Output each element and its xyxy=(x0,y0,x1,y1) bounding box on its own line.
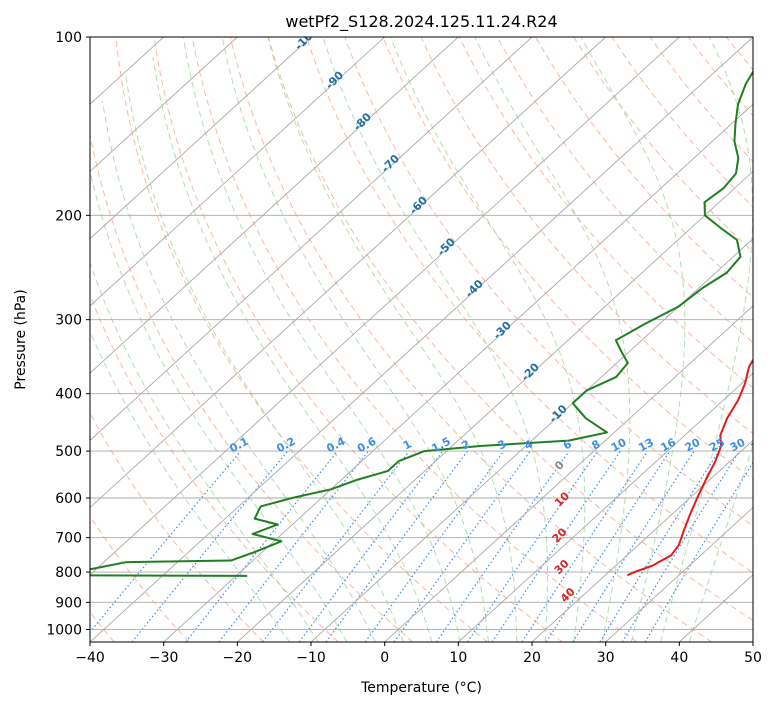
isotherm-line xyxy=(237,170,753,642)
isotherm-line xyxy=(90,37,533,441)
y-tick-label: 300 xyxy=(55,313,82,329)
moist-adiabat-line xyxy=(90,168,348,642)
plot-frame xyxy=(89,36,754,643)
mixing-ratio-line xyxy=(467,450,599,642)
moist-adiabat-line xyxy=(90,329,291,642)
mixing-ratio-label: 10 xyxy=(609,436,629,455)
isotherm-line xyxy=(163,103,753,642)
moist-adiabat-line xyxy=(390,37,586,642)
series-layer xyxy=(90,70,753,577)
moist-adiabat-line xyxy=(267,37,518,642)
dry-adiabat-line xyxy=(306,37,753,574)
x-axis-title: Temperature (°C) xyxy=(360,680,482,696)
dry-adiabat-line xyxy=(229,37,712,642)
moist-adiabat-line xyxy=(90,261,319,642)
y-tick-label: 900 xyxy=(55,595,82,611)
y-axis: 100 200 300 400 500 600 700 800 900 1000 xyxy=(46,30,90,638)
isotherm-line xyxy=(90,37,680,576)
isotherm-line xyxy=(605,506,753,642)
dry-adiabat-line xyxy=(90,131,414,642)
moist-adiabat-line xyxy=(221,37,490,642)
x-tick-label: 20 xyxy=(523,650,541,666)
mixing-ratio-label: 25 xyxy=(707,436,727,455)
x-tick-label: 0 xyxy=(380,650,389,666)
x-tick-label: 50 xyxy=(744,650,762,666)
temperature-series-line xyxy=(626,358,753,577)
mixing-ratio-label: 16 xyxy=(658,436,678,455)
isotherm-line xyxy=(310,238,753,642)
x-tick-label: 30 xyxy=(597,650,615,666)
dry-adiabat-line xyxy=(344,37,753,527)
dry-adiabat-line xyxy=(268,37,753,622)
mixing-ratio-line xyxy=(90,450,242,633)
mixing-ratio-line xyxy=(218,450,369,642)
y-tick-label: 1000 xyxy=(46,622,82,638)
grid-lines xyxy=(90,37,753,642)
dry-adiabat-line xyxy=(90,293,339,642)
isotherm-line xyxy=(90,37,753,642)
chart-title: wetPf2_S128.2024.125.11.24.R24 xyxy=(285,12,557,32)
dry-adiabat-line xyxy=(496,37,753,344)
mixing-ratio-label: 36 xyxy=(749,436,769,455)
isotherm-line xyxy=(90,37,459,374)
mixing-ratio-label: 13 xyxy=(636,436,656,455)
y-tick-label: 700 xyxy=(55,531,82,547)
mixing-ratio-label: 30 xyxy=(728,436,748,455)
isotherm-line xyxy=(384,305,753,642)
mixing-ratio-line xyxy=(621,450,740,642)
y-axis-title: Pressure (hPa) xyxy=(13,289,29,389)
x-axis: −40 −30 −20 −10 0 10 20 30 40 50 xyxy=(75,642,762,666)
moist-adiabat-line xyxy=(474,37,631,642)
moist-adiabat-line xyxy=(152,56,433,642)
y-tick-label: 200 xyxy=(55,208,82,224)
mixing-ratio-label: 20 xyxy=(683,436,703,455)
dry-adiabat-line xyxy=(649,37,753,163)
moist-adiabat-line xyxy=(688,443,753,642)
isotherm-line xyxy=(90,37,312,240)
dry-adiabat-line xyxy=(458,37,753,389)
mixing-ratio-line xyxy=(364,450,505,642)
mixing-ratio-line xyxy=(545,450,671,642)
mixing-ratio-line xyxy=(131,450,289,642)
moist-adiabat-line xyxy=(580,37,686,642)
isotherm-line xyxy=(90,37,238,173)
dry-adiabat-line xyxy=(90,412,264,642)
dry-adiabat-line xyxy=(573,37,753,253)
y-tick-label: 600 xyxy=(55,491,82,507)
mixing-ratio-line xyxy=(262,450,410,642)
y-tick-label: 100 xyxy=(55,30,82,46)
isotherm-line xyxy=(531,439,753,642)
y-tick-label: 500 xyxy=(55,444,82,460)
x-tick-label: −30 xyxy=(149,650,179,666)
moist-adiabat-line xyxy=(322,37,549,642)
mixing-ratio-line xyxy=(572,450,695,642)
dry-adiabat-line xyxy=(382,37,753,481)
mixing-ratio-line xyxy=(185,450,339,642)
y-tick-label: 800 xyxy=(55,565,82,581)
dewpoint-series-line xyxy=(90,70,753,577)
mixing-ratio-line xyxy=(393,450,531,642)
moist-adiabat-line xyxy=(125,75,405,642)
mixing-ratio-line xyxy=(599,450,720,642)
mixing-ratio-line xyxy=(644,461,753,642)
moist-adiabat-line xyxy=(182,37,461,642)
dry-adiabat-line xyxy=(191,37,638,642)
isotherm-line xyxy=(90,37,606,509)
isotherm-line xyxy=(458,372,753,642)
y-tick-label: 400 xyxy=(55,387,82,403)
x-tick-label: −20 xyxy=(223,650,253,666)
dry-adiabat-line xyxy=(420,37,753,435)
x-tick-label: −10 xyxy=(296,650,326,666)
x-tick-label: 40 xyxy=(670,650,688,666)
x-tick-label: −40 xyxy=(75,650,105,666)
dry-adiabat-line xyxy=(115,37,488,642)
dry-adiabat-line xyxy=(153,37,563,642)
x-tick-label: 10 xyxy=(449,650,467,666)
isotherm-line xyxy=(90,37,385,307)
